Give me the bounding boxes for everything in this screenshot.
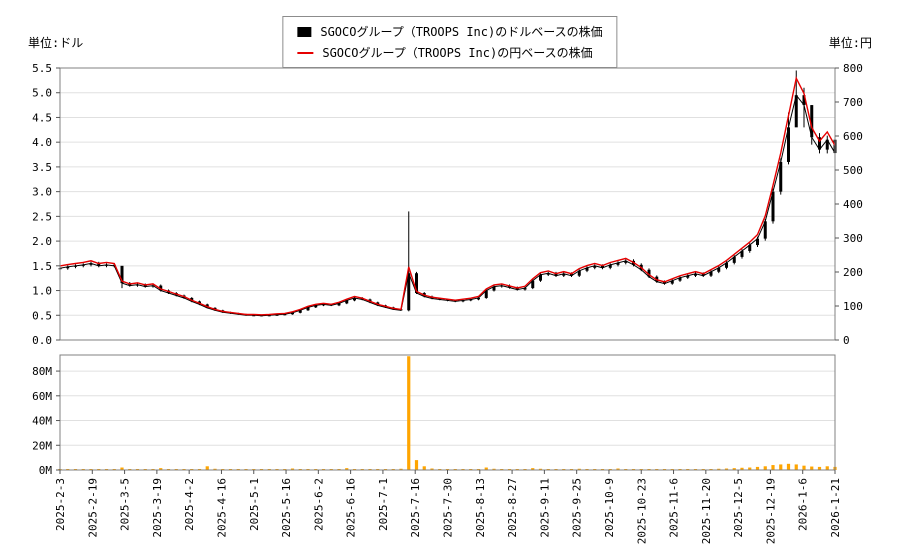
svg-text:1.5: 1.5 <box>32 260 52 273</box>
svg-text:60M: 60M <box>32 390 52 403</box>
svg-text:2025-7-1: 2025-7-1 <box>377 478 390 531</box>
jpy-series-marker-icon <box>297 51 314 54</box>
svg-text:800: 800 <box>843 62 863 75</box>
legend-label-jpy: SGOCOグループ（TROOPS Inc)の円ベースの株価 <box>322 46 593 60</box>
legend-entry-jpy: SGOCOグループ（TROOPS Inc)の円ベースの株価 <box>297 44 602 61</box>
svg-text:0.5: 0.5 <box>32 309 52 322</box>
svg-text:2025-6-16: 2025-6-16 <box>345 478 358 538</box>
svg-text:2025-10-9: 2025-10-9 <box>603 478 616 538</box>
svg-text:2026-1-21: 2026-1-21 <box>829 478 842 538</box>
svg-text:400: 400 <box>843 198 863 211</box>
jpy-line <box>59 76 836 316</box>
svg-text:2.5: 2.5 <box>32 210 52 223</box>
svg-text:40M: 40M <box>32 415 52 428</box>
svg-text:3.0: 3.0 <box>32 186 52 199</box>
usd-candles <box>58 70 837 317</box>
svg-text:2025-5-1: 2025-5-1 <box>248 478 261 531</box>
svg-text:300: 300 <box>843 232 863 245</box>
usd-close-line <box>59 94 836 317</box>
svg-text:1.0: 1.0 <box>32 285 52 298</box>
svg-text:2025-2-3: 2025-2-3 <box>54 478 67 531</box>
legend-entry-usd: SGOCOグループ（TROOPS Inc)のドルベースの株価 <box>297 23 603 40</box>
svg-text:2025-4-16: 2025-4-16 <box>215 478 228 538</box>
svg-text:2025-5-16: 2025-5-16 <box>280 478 293 538</box>
svg-text:2025-2-19: 2025-2-19 <box>86 478 99 538</box>
svg-text:2025-11-20: 2025-11-20 <box>700 478 713 544</box>
legend: SGOCOグループ（TROOPS Inc)のドルベースの株価 SGOCOグループ… <box>282 16 618 68</box>
svg-text:4.0: 4.0 <box>32 136 52 149</box>
right-axis-unit-label: 単位:円 <box>828 36 872 50</box>
svg-text:100: 100 <box>843 300 863 313</box>
svg-text:5.0: 5.0 <box>32 87 52 100</box>
svg-text:2025-8-13: 2025-8-13 <box>474 478 487 538</box>
svg-text:2025-6-2: 2025-6-2 <box>312 478 325 531</box>
svg-text:5.5: 5.5 <box>32 62 52 75</box>
svg-text:80M: 80M <box>32 365 52 378</box>
left-axis-unit-label: 単位:ドル <box>28 36 84 50</box>
svg-text:0.0: 0.0 <box>32 334 52 347</box>
svg-text:2025-8-27: 2025-8-27 <box>506 478 519 538</box>
svg-text:2025-11-6: 2025-11-6 <box>668 478 681 538</box>
volume-bars <box>58 356 837 470</box>
svg-text:20M: 20M <box>32 439 52 452</box>
svg-text:700: 700 <box>843 96 863 109</box>
svg-text:200: 200 <box>843 266 863 279</box>
legend-label-usd: SGOCOグループ（TROOPS Inc)のドルベースの株価 <box>320 25 603 39</box>
svg-text:500: 500 <box>843 164 863 177</box>
svg-text:2026-1-6: 2026-1-6 <box>797 478 810 531</box>
svg-text:2025-9-11: 2025-9-11 <box>538 478 551 538</box>
svg-text:0: 0 <box>843 334 850 347</box>
svg-text:2025-10-23: 2025-10-23 <box>635 478 648 544</box>
axis-tick-labels: 0.0 0.5 1.0 1.5 2.0 2.5 3.0 3.5 4.0 4.5 5.0 5.5 0 100… <box>32 62 863 477</box>
svg-text:2025-12-5: 2025-12-5 <box>732 478 745 538</box>
svg-text:2025-12-19: 2025-12-19 <box>764 478 777 544</box>
svg-text:2025-7-16: 2025-7-16 <box>409 478 422 538</box>
usd-series-marker-icon <box>297 26 312 37</box>
svg-text:4.5: 4.5 <box>32 111 52 124</box>
svg-text:0M: 0M <box>39 464 53 477</box>
svg-text:2.0: 2.0 <box>32 235 52 248</box>
svg-text:3.5: 3.5 <box>32 161 52 174</box>
svg-text:2025-3-5: 2025-3-5 <box>119 478 132 531</box>
svg-text:2025-3-19: 2025-3-19 <box>151 478 164 538</box>
x-axis-date-labels: 2025-2-3 2025-2-19 2025-3-5 2025-3-19 2025-4… <box>54 470 842 544</box>
svg-text:2025-9-25: 2025-9-25 <box>571 478 584 538</box>
svg-text:600: 600 <box>843 130 863 143</box>
svg-text:2025-7-30: 2025-7-30 <box>442 478 455 538</box>
svg-text:2025-4-2: 2025-4-2 <box>183 478 196 531</box>
